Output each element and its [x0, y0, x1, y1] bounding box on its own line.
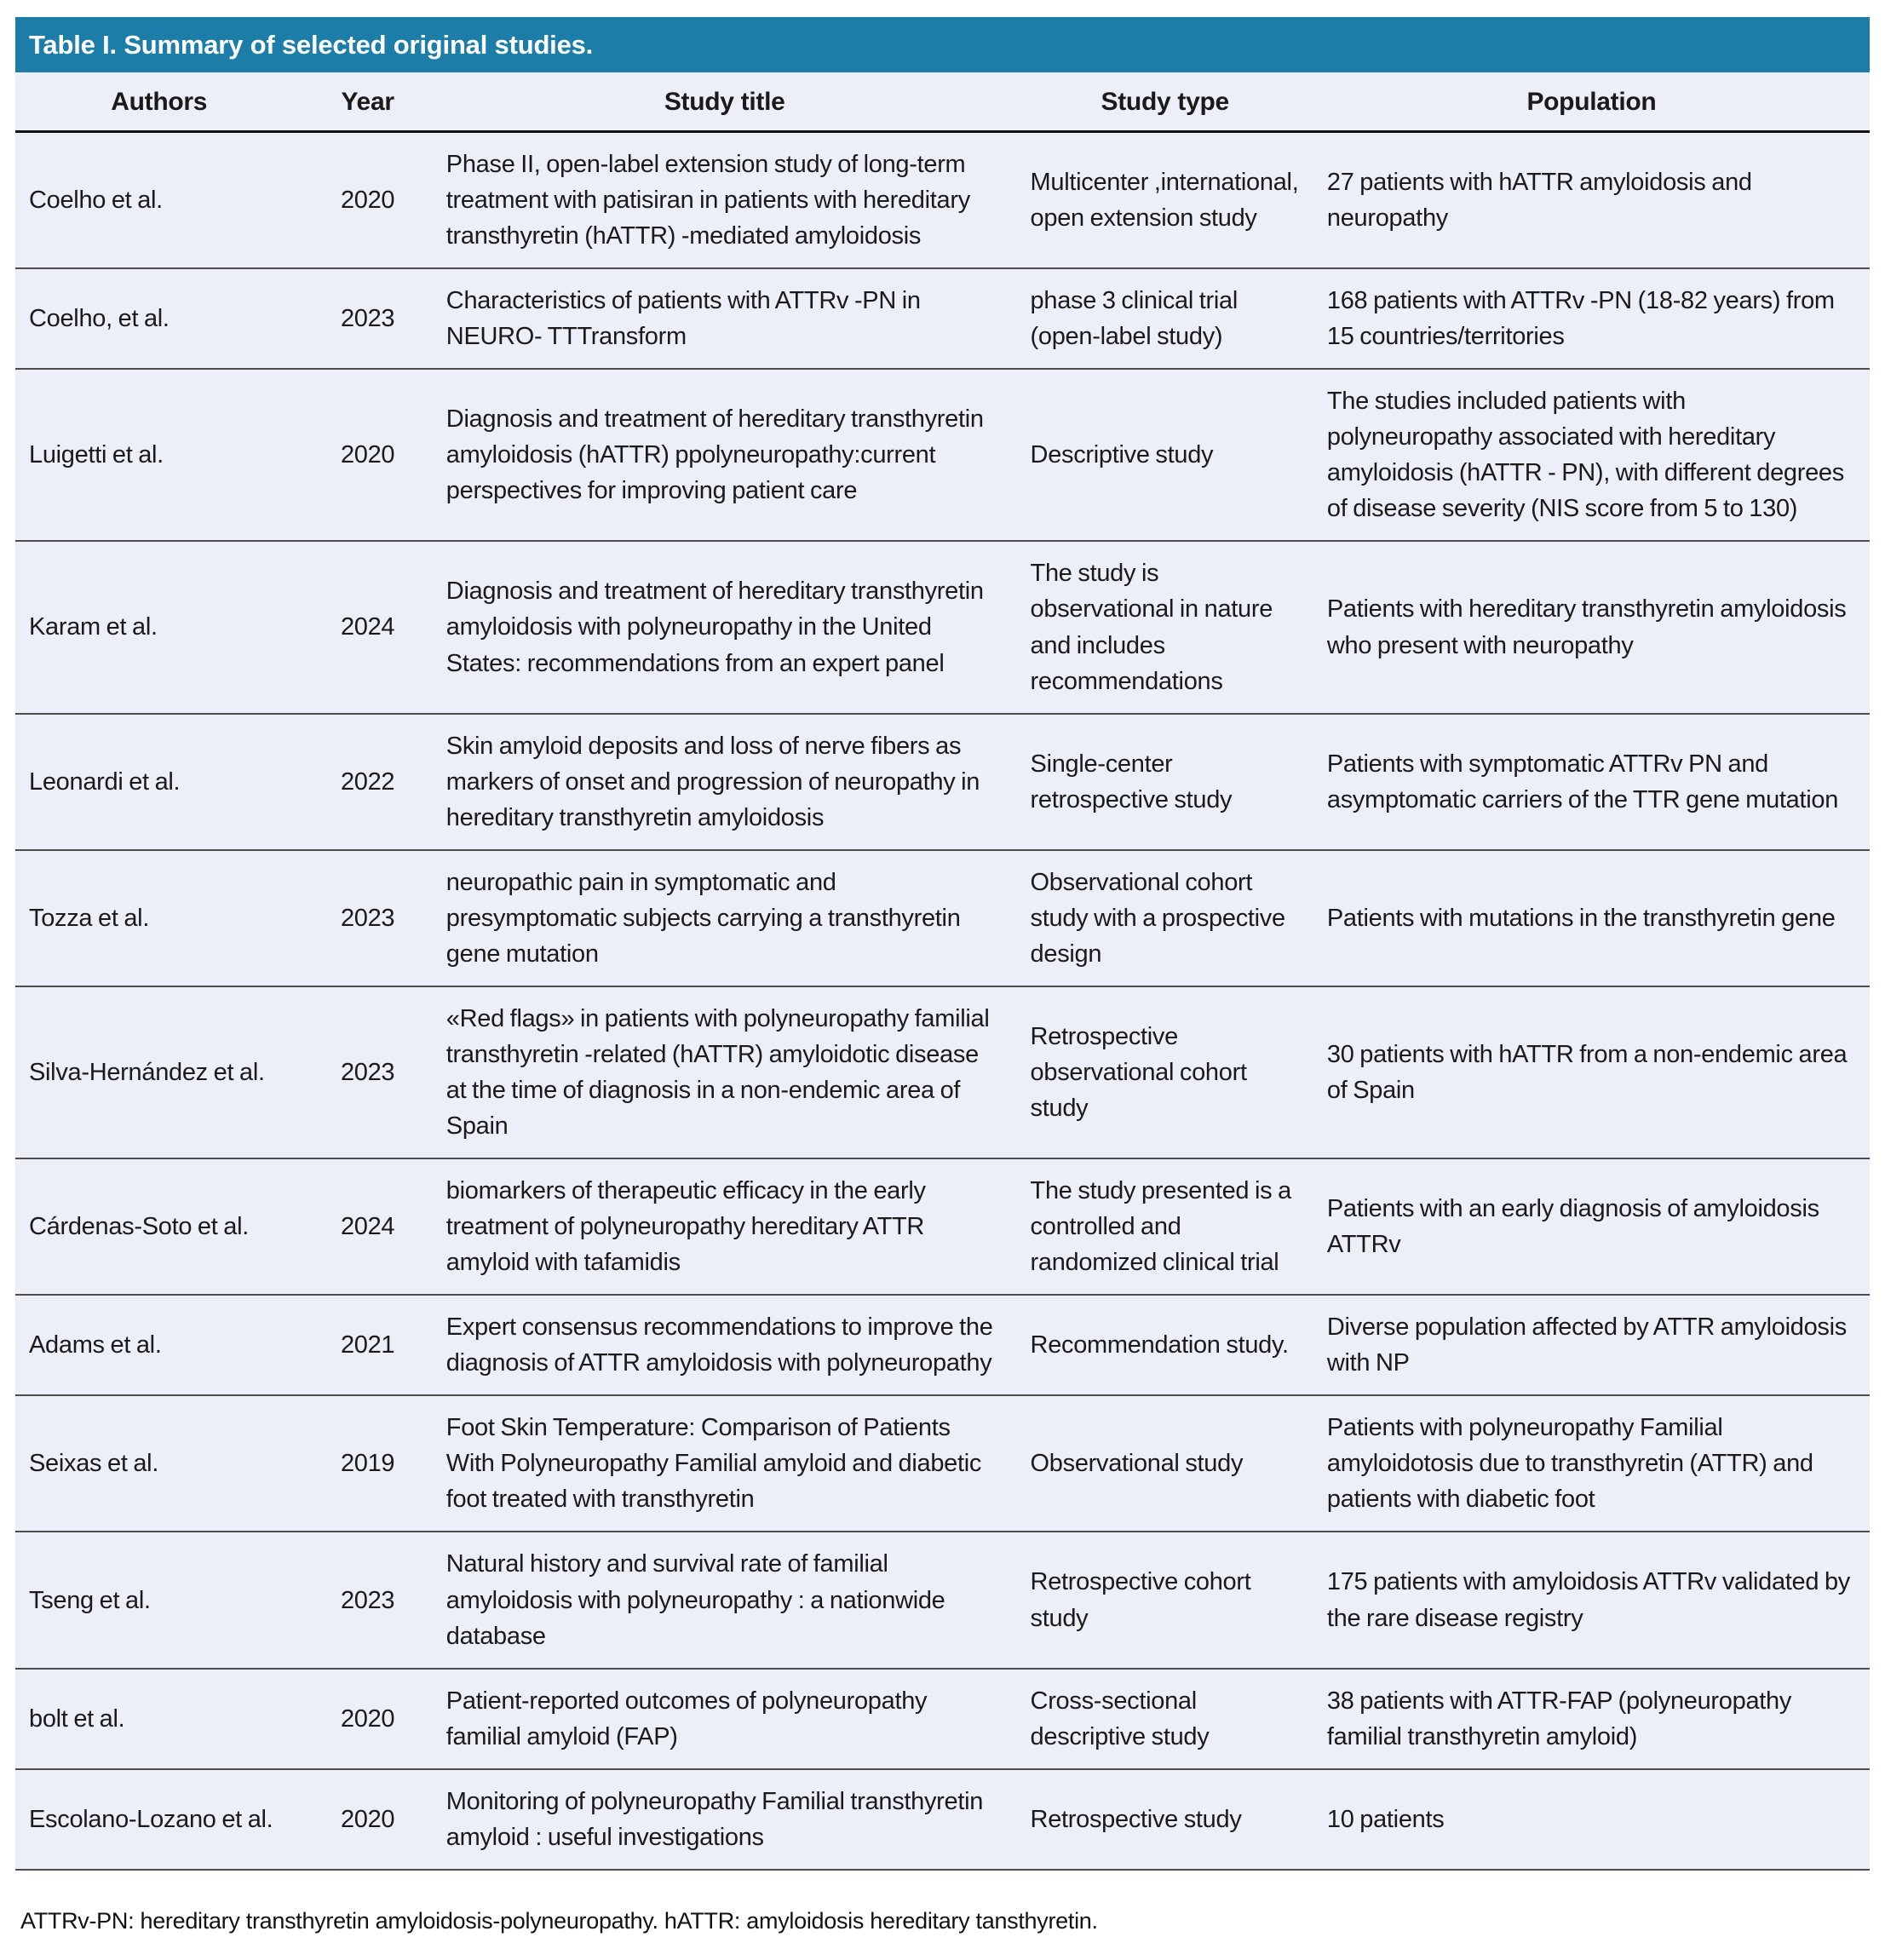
- table-row: Leonardi et al. 2022 Skin amyloid deposi…: [15, 714, 1870, 850]
- cell-year: 2020: [340, 441, 395, 469]
- cell-population: 27 patients with hATTR amyloidosis and n…: [1326, 169, 1752, 233]
- cell-study-title: Patient-reported outcomes of polyneuropa…: [445, 1687, 928, 1750]
- cell-study-title: biomarkers of therapeutic efficacy in th…: [445, 1177, 926, 1277]
- cell-study-type: Observational cohort study with a prospe…: [1030, 868, 1286, 968]
- table-title-bar: Table I. Summary of selected original st…: [15, 17, 1870, 72]
- cell-authors: Coelho et al.: [29, 187, 163, 215]
- cell-year: 2023: [340, 1058, 395, 1086]
- column-header-authors: Authors: [111, 88, 208, 116]
- cell-population: Patients with mutations in the transthyr…: [1326, 904, 1836, 932]
- table-row: Escolano-Lozano et al. 2020 Monitoring o…: [15, 1769, 1870, 1870]
- cell-population: 175 patients with amyloidosis ATTRv vali…: [1326, 1568, 1851, 1632]
- studies-table: Authors Year Study title Study type Popu…: [15, 72, 1870, 1871]
- table-row: Tozza et al. 2023 neuropathic pain in sy…: [15, 850, 1870, 986]
- cell-authors: Escolano-Lozano et al.: [29, 1805, 273, 1833]
- cell-study-title: Skin amyloid deposits and loss of nerve …: [445, 732, 980, 831]
- cell-authors: Cárdenas-Soto et al.: [29, 1213, 249, 1241]
- cell-population: Patients with hereditary transthyretin a…: [1326, 595, 1847, 659]
- cell-year: 2020: [340, 1805, 395, 1833]
- cell-study-type: Descriptive study: [1030, 441, 1214, 469]
- cell-authors: Luigetti et al.: [29, 441, 164, 469]
- cell-study-title: neuropathic pain in symptomatic and pres…: [445, 868, 961, 968]
- cell-population: Patients with polyneuropathy Familial am…: [1326, 1414, 1813, 1514]
- cell-population: Patients with symptomatic ATTRv PN and a…: [1326, 750, 1839, 813]
- cell-study-title: Diagnosis and treatment of hereditary tr…: [445, 578, 984, 677]
- cell-authors: Leonardi et al.: [29, 767, 181, 796]
- cell-study-type: The study is observational in nature and…: [1030, 560, 1273, 695]
- table-body: Coelho et al. 2020 Phase II, open-label …: [15, 132, 1870, 1870]
- cell-authors: Adams et al.: [29, 1331, 162, 1359]
- cell-study-type: Multicenter ,international, open extensi…: [1030, 169, 1299, 233]
- column-header-study-title: Study title: [664, 88, 785, 116]
- cell-study-type: The study presented is a controlled and …: [1030, 1177, 1292, 1277]
- cell-study-title: Monitoring of polyneuropathy Familial tr…: [445, 1787, 984, 1851]
- cell-authors: Silva-Hernández et al.: [29, 1058, 265, 1086]
- table-row: Cárdenas-Soto et al. 2024 biomarkers of …: [15, 1158, 1870, 1296]
- table-row: Coelho, et al. 2023 Characteristics of p…: [15, 268, 1870, 370]
- cell-authors: Tseng et al.: [29, 1586, 151, 1614]
- cell-study-type: phase 3 clinical trial (open-label study…: [1030, 287, 1238, 351]
- table-row: bolt et al. 2020 Patient-reported outcom…: [15, 1669, 1870, 1769]
- column-header-year: Year: [341, 88, 395, 116]
- cell-year: 2021: [340, 1331, 395, 1359]
- cell-authors: Tozza et al.: [29, 904, 150, 932]
- cell-year: 2024: [340, 613, 395, 641]
- cell-study-title: Characteristics of patients with ATTRv -…: [445, 287, 921, 351]
- table-footnote: ATTRv-PN: hereditary transthyretin amylo…: [20, 1907, 1098, 1934]
- cell-study-title: Diagnosis and treatment of hereditary tr…: [445, 405, 984, 505]
- cell-year: 2024: [340, 1213, 395, 1241]
- table-row: Luigetti et al. 2020 Diagnosis and treat…: [15, 369, 1870, 542]
- cell-year: 2022: [340, 767, 395, 796]
- table-header: Authors Year Study title Study type Popu…: [15, 72, 1870, 132]
- column-header-population: Population: [1526, 88, 1657, 116]
- cell-study-type: Retrospective cohort study: [1030, 1568, 1251, 1632]
- table-row: Silva-Hernández et al. 2023 «Red flags» …: [15, 986, 1870, 1159]
- cell-population: The studies included patients with polyn…: [1326, 388, 1844, 523]
- cell-study-type: Observational study: [1030, 1450, 1244, 1478]
- cell-authors: Seixas et al.: [29, 1450, 159, 1478]
- cell-year: 2020: [340, 187, 395, 215]
- cell-study-title: Expert consensus recommendations to impr…: [445, 1313, 993, 1377]
- cell-study-type: Single-center retrospective study: [1030, 750, 1233, 813]
- table-row: Seixas et al. 2019 Foot Skin Temperature…: [15, 1395, 1870, 1532]
- cell-year: 2023: [340, 305, 395, 333]
- column-header-study-type: Study type: [1101, 88, 1230, 116]
- cell-authors: Karam et al.: [29, 613, 158, 641]
- cell-study-title: Natural history and survival rate of fam…: [445, 1550, 945, 1650]
- table-row: Tseng et al. 2023 Natural history and su…: [15, 1532, 1870, 1669]
- cell-study-type: Retrospective observational cohort study: [1030, 1022, 1247, 1122]
- cell-study-type: Recommendation study.: [1030, 1331, 1290, 1359]
- cell-population: Patients with an early diagnosis of amyl…: [1326, 1195, 1819, 1259]
- cell-authors: bolt et al.: [29, 1704, 125, 1733]
- cell-year: 2023: [340, 904, 395, 932]
- cell-year: 2023: [340, 1586, 395, 1614]
- cell-population: 10 patients: [1326, 1805, 1445, 1833]
- cell-study-title: Foot Skin Temperature: Comparison of Pat…: [445, 1414, 982, 1514]
- table-row: Coelho et al. 2020 Phase II, open-label …: [15, 132, 1870, 269]
- cell-study-title: Phase II, open-label extension study of …: [445, 151, 970, 250]
- header-row: Authors Year Study title Study type Popu…: [15, 72, 1870, 132]
- cell-study-title: «Red flags» in patients with polyneuropa…: [445, 1004, 990, 1141]
- cell-study-type: Retrospective study: [1030, 1805, 1242, 1833]
- cell-authors: Coelho, et al.: [29, 305, 170, 333]
- cell-study-type: Cross-sectional descriptive study: [1030, 1687, 1210, 1750]
- table-row: Adams et al. 2021 Expert consensus recom…: [15, 1295, 1870, 1396]
- table-row: Karam et al. 2024 Diagnosis and treatmen…: [15, 541, 1870, 714]
- cell-population: 38 patients with ATTR-FAP (polyneuropath…: [1326, 1687, 1792, 1750]
- cell-year: 2019: [340, 1450, 395, 1478]
- cell-population: 168 patients with ATTRv -PN (18-82 years…: [1326, 287, 1835, 351]
- cell-year: 2020: [340, 1704, 395, 1733]
- cell-population: Diverse population affected by ATTR amyl…: [1326, 1313, 1847, 1377]
- cell-population: 30 patients with hATTR from a non-endemi…: [1326, 1040, 1848, 1104]
